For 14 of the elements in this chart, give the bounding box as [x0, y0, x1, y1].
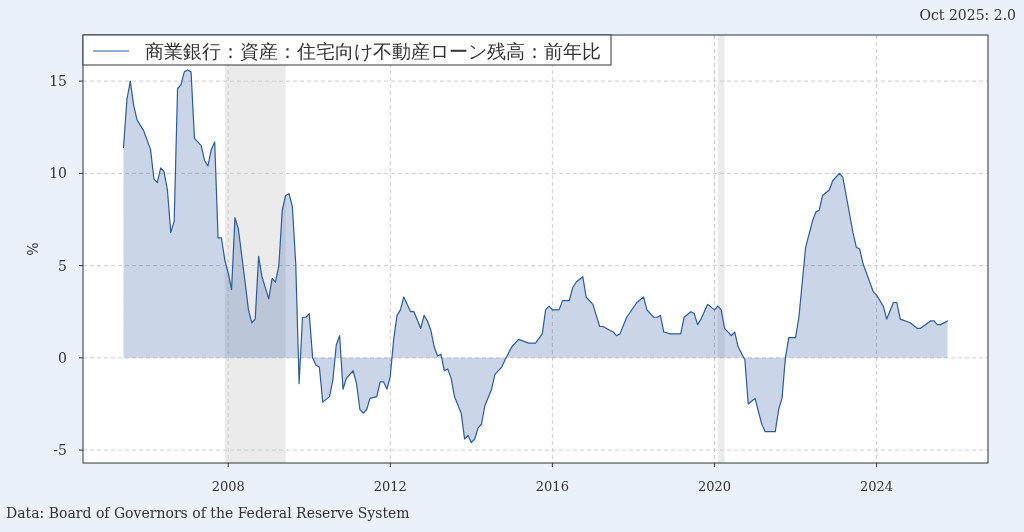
y-tick-label: 10 — [49, 165, 67, 182]
text: Oct 2025: 2.0 — [919, 7, 1016, 23]
x-tick-label: 2020 — [697, 479, 732, 494]
x-tick-label: 2024 — [860, 479, 894, 494]
y-axis-title: % — [25, 242, 41, 256]
y-tick-label: 15 — [49, 73, 67, 90]
y-tick-label: 5 — [58, 257, 67, 274]
y-tick-label: -5 — [53, 442, 67, 459]
legend-label: 商業銀行：資産：住宅向け不動産ローン残高：前年比 — [145, 40, 601, 62]
x-tick-label: 2008 — [211, 479, 245, 494]
x-tick-label: 2012 — [373, 479, 407, 494]
x-tick-label: 2016 — [535, 479, 569, 494]
text: Data: Board of Governors of the Federal Reserve System — [6, 505, 410, 521]
y-tick-label: 0 — [58, 349, 67, 366]
